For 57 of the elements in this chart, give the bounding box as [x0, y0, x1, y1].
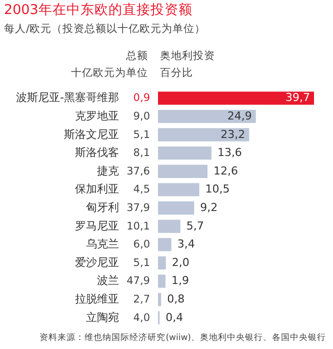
data-label: 9,2 — [200, 201, 218, 214]
bar — [158, 256, 166, 270]
bar — [158, 128, 250, 142]
text: 总额 — [125, 49, 148, 62]
bar — [158, 92, 314, 105]
text: 十亿欧元为单位 — [71, 66, 148, 79]
y-tick-label: 斯洛伐客 — [75, 146, 119, 160]
text: 4,0 — [133, 312, 150, 324]
data-label: 3,4 — [177, 238, 195, 251]
bar — [158, 146, 212, 160]
y-tick-label: 波兰 — [97, 274, 119, 288]
data-label: 5,7 — [186, 219, 204, 232]
y-tick-label: 克罗地亚 — [75, 109, 119, 122]
chart-subtitle: 每人/欧元（投资总额以十亿欧元为单位） — [4, 22, 206, 35]
bar — [158, 110, 256, 124]
text: 5,1 — [133, 128, 150, 141]
y-tick-label: 匈牙利 — [86, 201, 119, 214]
text: 10,1 — [126, 220, 150, 232]
data-label: 1,9 — [171, 274, 189, 288]
data-label: 13,6 — [217, 146, 242, 160]
text: 47,9 — [126, 275, 150, 288]
y-tick-label: 捷克 — [97, 164, 119, 178]
data-label: 0,4 — [166, 310, 184, 324]
data-label: 10,5 — [205, 182, 230, 196]
bar — [158, 164, 208, 178]
y-tick-label: 拉脱维亚 — [75, 292, 119, 306]
data-label: 24,9 — [227, 109, 252, 122]
bar — [158, 292, 162, 306]
x-axis-title: 奥地利投资百分比 — [160, 49, 215, 79]
y-tick-label: 斯洛文尼亚 — [64, 128, 119, 141]
y-tick-label: 保加利亚 — [75, 182, 119, 196]
bar — [158, 274, 166, 288]
data-label: 23,2 — [220, 128, 246, 141]
y-tick-label: 乌克兰 — [86, 238, 119, 251]
data-label: 12,6 — [214, 164, 238, 178]
y-tick-label: 波斯尼亚-黑塞哥维那 — [16, 91, 119, 104]
text: 0,9 — [133, 92, 150, 104]
text: 6,0 — [133, 238, 150, 251]
chart-title: 2003年在中东欧的直接投资额 — [4, 2, 192, 18]
text: 2,7 — [133, 294, 150, 306]
data-label: 39,7 — [286, 91, 310, 104]
bar — [158, 201, 194, 215]
y-tick-label: 罗马尼亚 — [75, 219, 119, 232]
text: 4,5 — [133, 184, 150, 196]
text: 37,6 — [126, 165, 150, 178]
text: 9,0 — [133, 110, 150, 122]
data-label: 2,0 — [172, 256, 190, 269]
bar — [158, 183, 200, 196]
bar — [158, 238, 172, 252]
bar — [158, 220, 180, 233]
text: 5,1 — [133, 256, 150, 269]
text: 8,1 — [133, 147, 150, 160]
data-label: 0,8 — [167, 292, 185, 306]
y-tick-label: 爱沙尼亚 — [75, 256, 119, 269]
text: 资料来源：维也纳国际经济研究(wiiw)、奥地利中央银行、各国中央银行 — [40, 332, 326, 343]
text: 37,9 — [126, 202, 150, 214]
y-tick-label: 立陶宛 — [86, 310, 119, 324]
